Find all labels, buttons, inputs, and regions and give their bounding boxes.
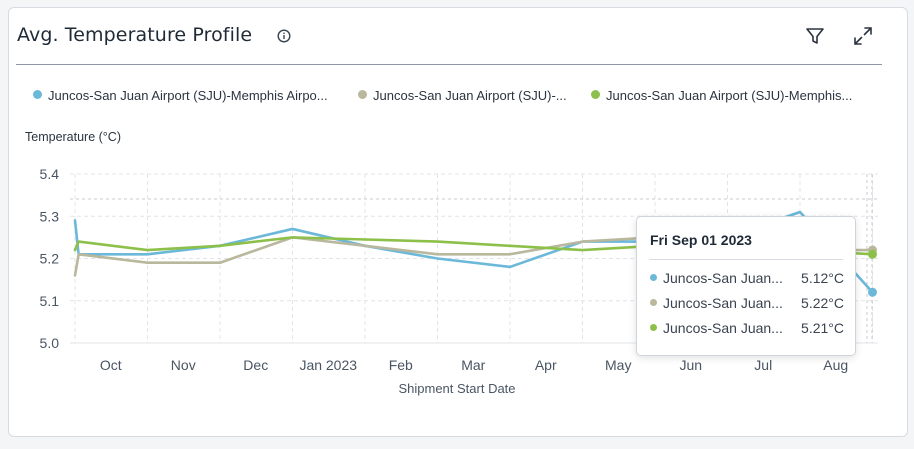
x-tick-label: Jan 2023 [299, 357, 357, 373]
tooltip-date: Fri Sep 01 2023 [650, 232, 752, 248]
series-marker-3 [868, 249, 877, 259]
tooltip-dot [650, 299, 657, 306]
x-tick-label: Jul [754, 357, 772, 373]
tooltip-value: 5.12°C [801, 270, 844, 286]
tooltip-series-label: Juncos-San Juan... [663, 295, 783, 311]
series-marker-1 [868, 287, 877, 297]
filter-icon[interactable] [804, 25, 826, 47]
x-tick-label: Mar [461, 357, 485, 373]
tooltip-value: 5.22°C [801, 295, 844, 311]
legend-dot-series-3 [591, 90, 600, 99]
tooltip-value: 5.21°C [801, 320, 844, 336]
tooltip-row: Juncos-San Juan... 5.21°C [650, 320, 844, 336]
x-tick-label: Feb [389, 357, 413, 373]
x-tick-label: Oct [100, 357, 122, 373]
expand-icon[interactable] [852, 25, 874, 47]
legend-label: Juncos-San Juan Airport (SJU)-... [373, 88, 567, 103]
header-divider [16, 64, 882, 65]
legend-item-series-1[interactable]: Juncos-San Juan Airport (SJU)-Memphis Ai… [33, 88, 328, 103]
legend-item-series-2[interactable]: Juncos-San Juan Airport (SJU)-... [358, 88, 567, 103]
tooltip-divider [649, 259, 843, 260]
x-tick-label: Aug [823, 357, 848, 373]
x-tick-label: Jun [679, 357, 702, 373]
info-icon[interactable] [277, 29, 291, 43]
x-axis-label: Shipment Start Date [398, 381, 516, 396]
tooltip-row: Juncos-San Juan... 5.12°C [650, 270, 844, 286]
y-tick-label: 5.1 [40, 293, 60, 309]
y-tick-label: 5.0 [40, 335, 60, 351]
legend-item-series-3[interactable]: Juncos-San Juan Airport (SJU)-Memphis... [591, 88, 852, 103]
y-tick-label: 5.4 [40, 166, 60, 182]
tooltip-series-label: Juncos-San Juan... [663, 270, 783, 286]
y-axis-label: Temperature (°C) [25, 130, 121, 144]
x-tick-label: Nov [171, 357, 196, 373]
x-tick-label: May [605, 357, 631, 373]
x-tick-label: Dec [243, 357, 268, 373]
legend-label: Juncos-San Juan Airport (SJU)-Memphis... [606, 88, 853, 103]
x-tick-label: Apr [535, 357, 557, 373]
legend-dot-series-2 [358, 90, 367, 99]
tooltip-dot [650, 274, 657, 281]
tooltip-series-label: Juncos-San Juan... [663, 320, 783, 336]
chart-title: Avg. Temperature Profile [17, 24, 253, 46]
legend-label: Juncos-San Juan Airport (SJU)-Memphis Ai… [48, 88, 328, 103]
chart-tooltip: Fri Sep 01 2023 Juncos-San Juan... 5.12°… [636, 216, 856, 356]
tooltip-row: Juncos-San Juan... 5.22°C [650, 295, 844, 311]
y-tick-label: 5.2 [40, 251, 60, 267]
y-tick-label: 5.3 [40, 208, 60, 224]
legend-dot-series-1 [33, 90, 42, 99]
tooltip-dot [650, 324, 657, 331]
